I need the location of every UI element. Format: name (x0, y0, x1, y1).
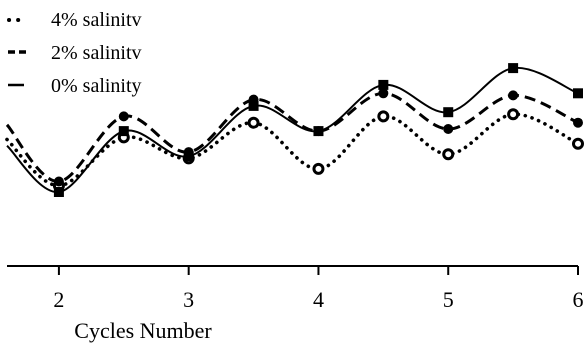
x-tick-label-6: 6 (573, 287, 584, 312)
data-point-2-6 (378, 79, 389, 90)
x-tick-label-2: 2 (53, 287, 64, 312)
data-point-2-3 (183, 151, 194, 162)
x-tick-label-3: 3 (183, 287, 194, 312)
series-line-1 (5, 91, 579, 184)
data-point-1-6 (378, 88, 389, 99)
x-axis-ticks: 2 3 4 5 6 (53, 266, 584, 312)
series-2 (6, 63, 583, 197)
legend-label-1: 2% salinitv (51, 42, 142, 64)
legend-label-0: 4% salinitv (51, 9, 142, 31)
data-point-2-9 (573, 88, 583, 99)
series-line-0 (5, 112, 580, 188)
series-line-2 (6, 66, 579, 194)
data-point-2-5 (313, 126, 324, 137)
x-tick-label-5: 5 (443, 287, 454, 312)
data-point-2-1 (53, 187, 64, 197)
x-axis-label: Cycles Number (74, 318, 212, 343)
data-point-1-9 (573, 117, 583, 128)
data-point-1-7 (443, 124, 454, 134)
data-point-0-5 (312, 162, 325, 175)
data-point-0-6 (377, 110, 390, 123)
legend-label-2: 0% salinity (51, 75, 142, 97)
data-point-2-8 (508, 63, 519, 74)
data-point-0-9 (572, 137, 584, 150)
series-1 (5, 88, 583, 187)
series-layer (5, 63, 584, 197)
data-point-0-8 (507, 108, 520, 121)
data-point-2-4 (248, 100, 259, 111)
data-point-0-4 (247, 116, 260, 129)
data-point-1-8 (508, 90, 519, 101)
data-point-2-2 (118, 126, 129, 137)
data-point-0-7 (442, 148, 455, 161)
data-point-1-2 (118, 111, 129, 122)
chart-legend: 4% salinitv 2% salinitv 0% salinity (7, 9, 142, 97)
data-point-2-7 (443, 107, 454, 118)
data-point-1-1 (53, 176, 64, 187)
x-tick-label-4: 4 (313, 287, 324, 312)
